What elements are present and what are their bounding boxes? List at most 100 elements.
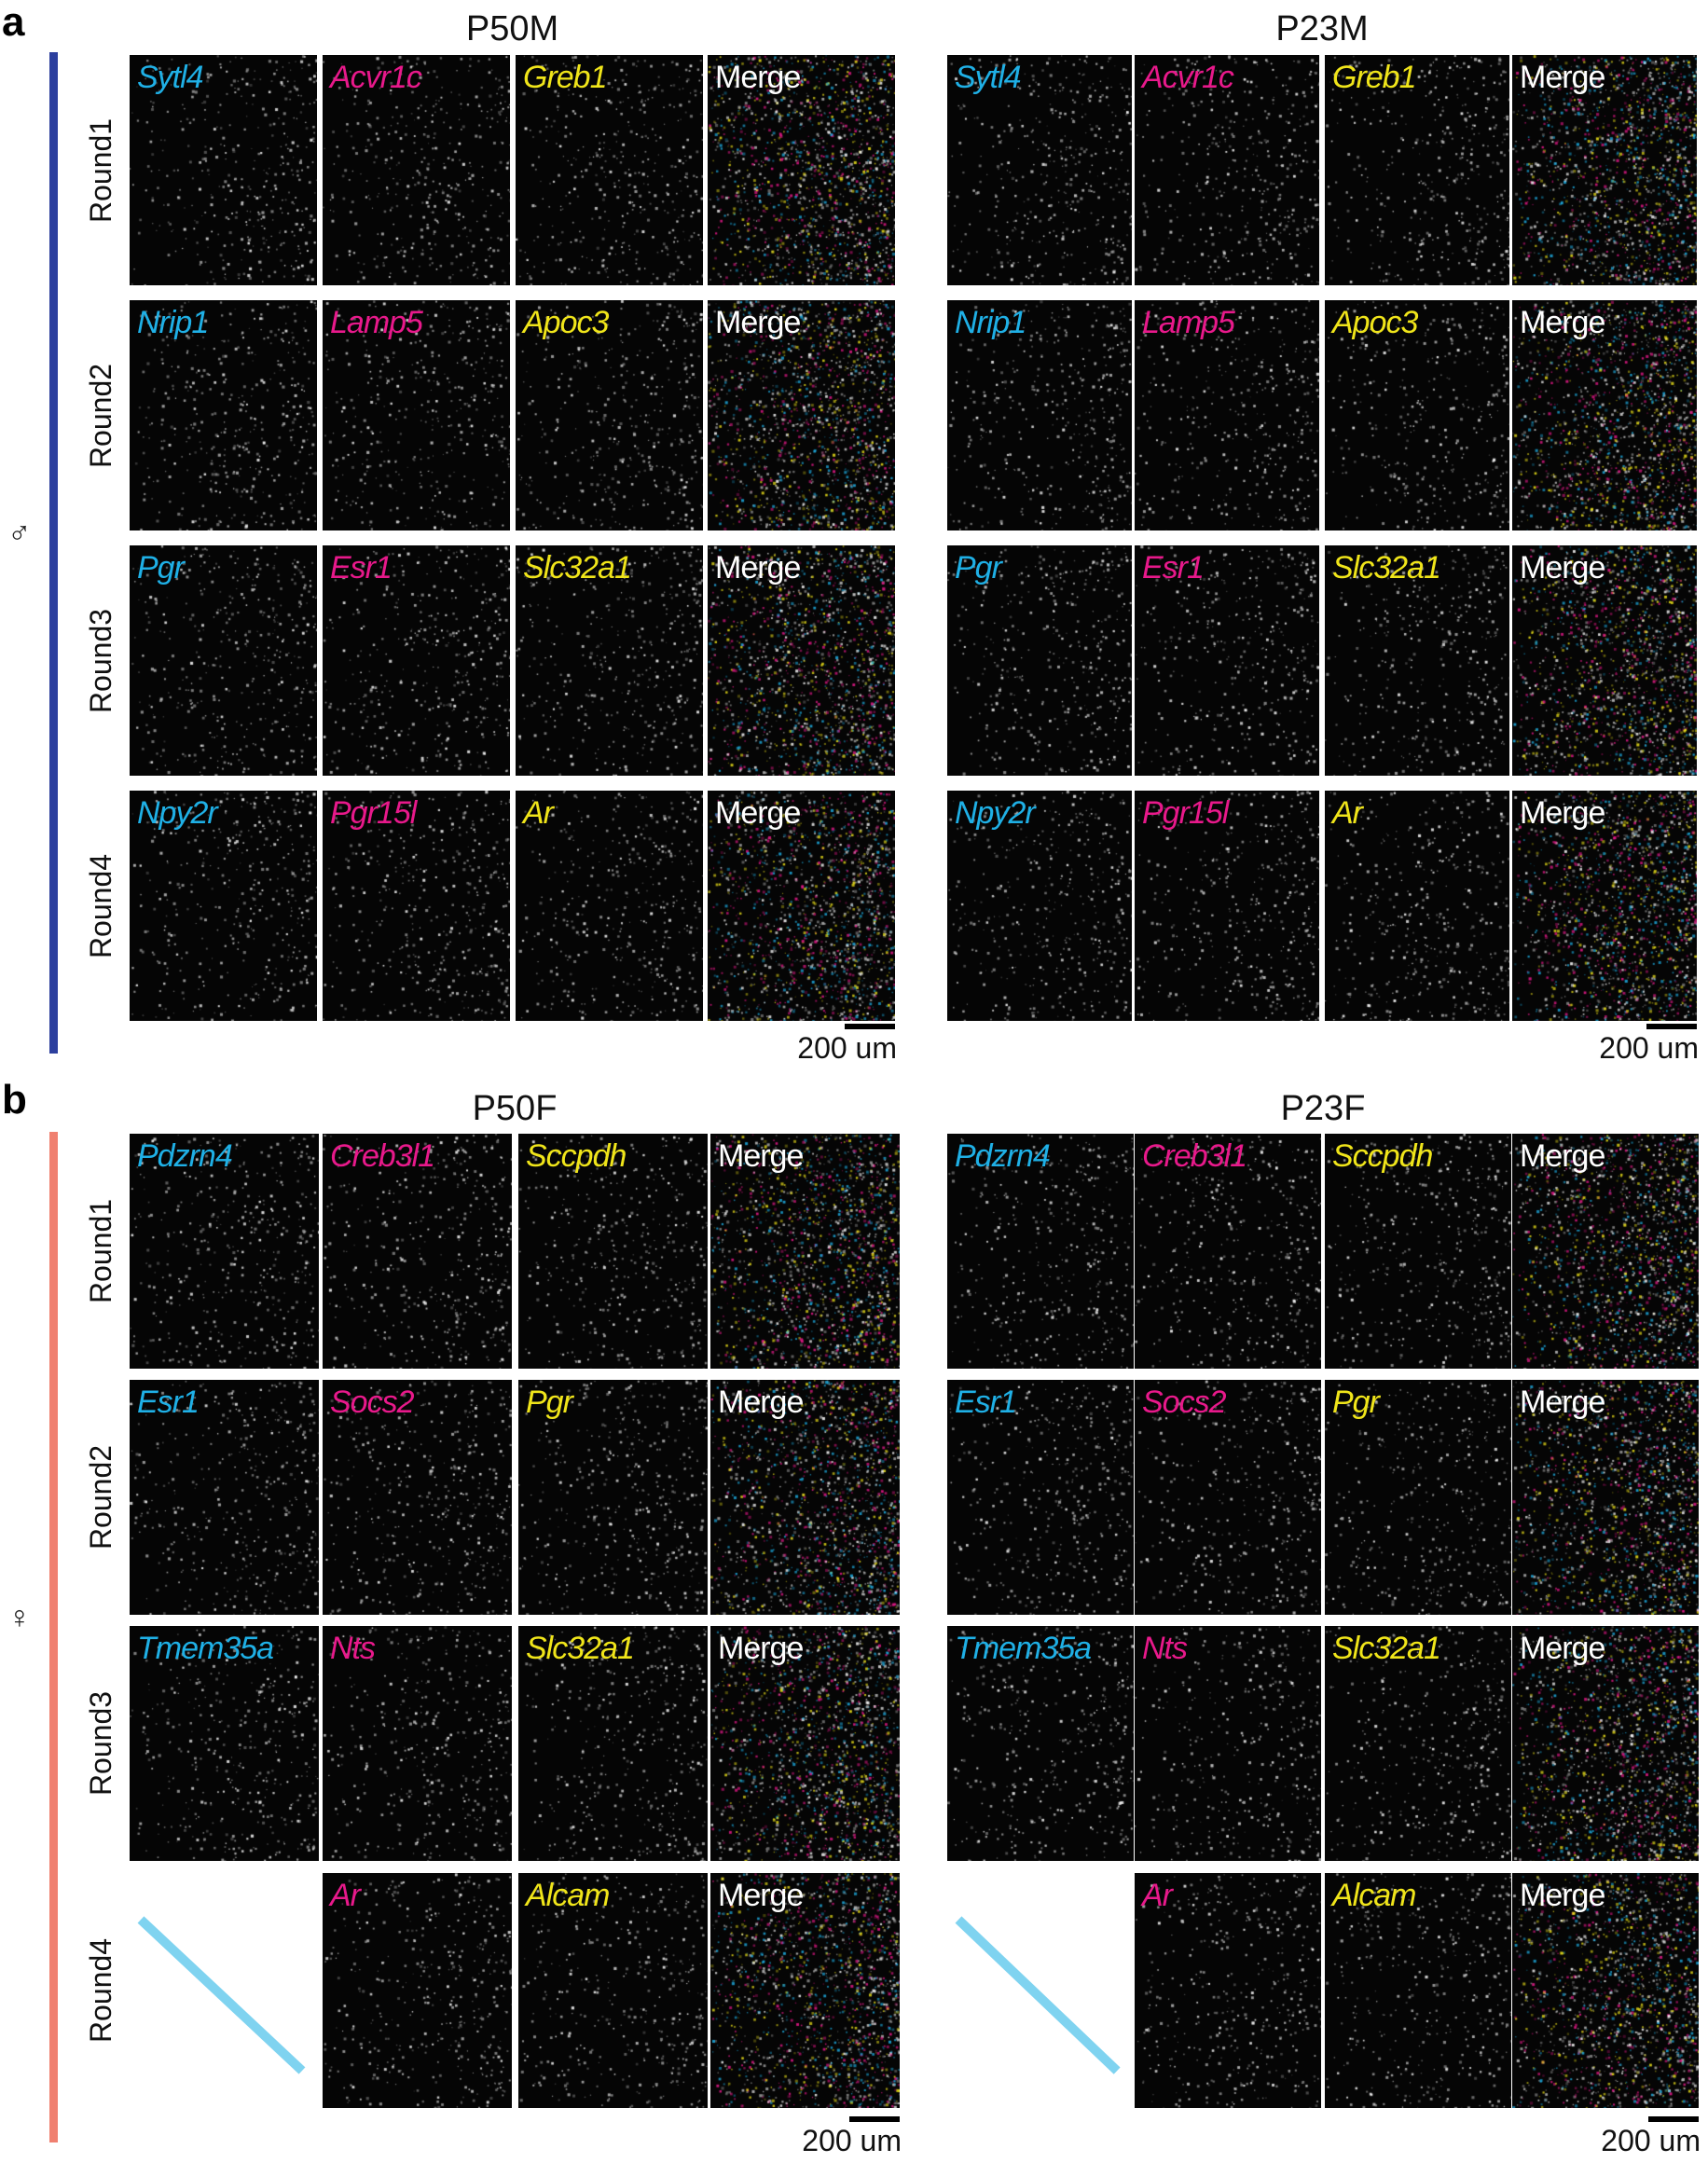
panel-letter: a	[2, 0, 25, 45]
gene-label: Apoc3	[523, 305, 609, 340]
fluorescence-image	[130, 1134, 319, 1369]
fluorescence-image	[1512, 1873, 1699, 2108]
microscopy-panel: Esr1	[1135, 545, 1319, 776]
fluorescence-image	[710, 1380, 900, 1615]
merge-label: Merge	[715, 795, 801, 831]
scale-bar	[1648, 2116, 1699, 2122]
microscopy-panel: Merge	[1512, 1380, 1699, 1615]
microscopy-panel: Sytl4	[947, 55, 1132, 285]
fluorescence-image	[708, 55, 895, 285]
gene-label: Pgr	[526, 1385, 573, 1420]
gene-label: Alcam	[526, 1878, 610, 1913]
microscopy-panel: Merge	[1512, 1134, 1699, 1369]
gene-label: Ar	[1142, 1878, 1173, 1913]
microscopy-panel: Merge	[708, 55, 895, 285]
microscopy-panel: Merge	[1512, 1626, 1699, 1861]
microscopy-panel: Lamp5	[323, 300, 510, 530]
gene-label: Tmem35a	[137, 1631, 274, 1666]
microscopy-panel: Slc32a1	[1325, 1626, 1511, 1861]
microscopy-panel: Nts	[323, 1626, 512, 1861]
gene-label: Socs2	[1142, 1385, 1226, 1420]
fluorescence-image	[323, 545, 510, 776]
microscopy-panel: Pgr	[947, 545, 1132, 776]
gene-label: Slc32a1	[1332, 1631, 1441, 1666]
scale-bar-label: 200 um	[802, 2124, 902, 2157]
gene-label: Creb3l1	[1142, 1138, 1247, 1174]
gene-label: Pgr	[955, 550, 1002, 586]
fluorescence-image	[516, 300, 703, 530]
merge-label: Merge	[1520, 1878, 1605, 1913]
merge-label: Merge	[1520, 60, 1605, 95]
round-label: Round2	[84, 363, 117, 468]
merge-label: Merge	[1520, 1631, 1605, 1666]
microscopy-panel: Esr1	[130, 1380, 319, 1615]
gene-label: Esr1	[330, 550, 393, 586]
fluorescence-image	[708, 545, 895, 776]
fluorescence-image	[516, 545, 703, 776]
gene-label: Pgr15l	[1142, 795, 1229, 831]
fluorescence-image	[1512, 791, 1697, 1021]
merge-label: Merge	[718, 1631, 804, 1666]
microscopy-panel: Socs2	[323, 1380, 512, 1615]
fluorescence-image	[1325, 300, 1509, 530]
merge-label: Merge	[1520, 1385, 1605, 1420]
merge-label: Merge	[715, 60, 801, 95]
gene-label: Sccpdh	[1332, 1138, 1433, 1174]
fluorescence-image	[518, 1626, 708, 1861]
fluorescence-image	[130, 1626, 319, 1861]
microscopy-panel: Pgr	[130, 545, 317, 776]
microscopy-panel: Merge	[1512, 55, 1697, 285]
microscopy-panel: Esr1	[947, 1380, 1134, 1615]
sex-group-bar	[49, 1132, 58, 2142]
microscopy-panel: Sccpdh	[518, 1134, 708, 1369]
fluorescence-image	[518, 1380, 708, 1615]
gene-label: Esr1	[1142, 550, 1205, 586]
merge-label: Merge	[715, 550, 801, 586]
fluorescence-image	[1135, 1873, 1321, 2108]
scale-bar	[849, 2116, 900, 2122]
gene-label: Sytl4	[955, 60, 1022, 95]
microscopy-panel: Creb3l1	[1135, 1134, 1321, 1369]
fluorescence-image	[1325, 55, 1509, 285]
merge-label: Merge	[718, 1878, 804, 1913]
fluorescence-image	[1325, 1134, 1511, 1369]
fluorescence-image	[323, 1873, 512, 2108]
merge-label: Merge	[1520, 795, 1605, 831]
microscopy-panel: Npy2r	[947, 791, 1132, 1021]
microscopy-panel: Merge	[708, 545, 895, 776]
sex-symbol: ♀	[7, 1600, 32, 1635]
gene-label: Ar	[1332, 795, 1363, 831]
microscopy-panel: Apoc3	[516, 300, 703, 530]
fluorescence-image	[130, 545, 317, 776]
fluorescence-image	[323, 55, 510, 285]
fluorescence-image	[708, 791, 895, 1021]
gene-label: Pgr	[1332, 1385, 1380, 1420]
microscopy-panel: Pgr	[518, 1380, 708, 1615]
fluorescence-image	[323, 1380, 512, 1615]
fluorescence-image	[1512, 300, 1697, 530]
gene-label: Slc32a1	[1332, 550, 1441, 586]
microscopy-panel: Alcam	[1325, 1873, 1511, 2108]
microscopy-panel: Socs2	[1135, 1380, 1321, 1615]
gene-label: Nts	[330, 1631, 376, 1666]
microscopy-panel: Pdzrn4	[130, 1134, 319, 1369]
not-applicable-slash	[137, 1916, 306, 2074]
merge-label: Merge	[718, 1385, 804, 1420]
fluorescence-image	[1512, 1134, 1699, 1369]
microscopy-panel: Merge	[1512, 1873, 1699, 2108]
merge-label: Merge	[715, 305, 801, 340]
microscopy-panel: Slc32a1	[1325, 545, 1509, 776]
gene-label: Greb1	[1332, 60, 1416, 95]
scale-bar-label: 200 um	[1601, 2124, 1701, 2157]
fluorescence-image	[323, 791, 510, 1021]
fluorescence-image	[947, 545, 1132, 776]
fluorescence-image	[1135, 1380, 1321, 1615]
fluorescence-image	[947, 791, 1132, 1021]
fluorescence-image	[518, 1134, 708, 1369]
merge-label: Merge	[1520, 305, 1605, 340]
gene-label: Alcam	[1332, 1878, 1416, 1913]
fluorescence-image	[1512, 545, 1697, 776]
gene-label: Apoc3	[1332, 305, 1418, 340]
scale-bar	[845, 1024, 895, 1029]
gene-label: Pdzrn4	[955, 1138, 1051, 1174]
